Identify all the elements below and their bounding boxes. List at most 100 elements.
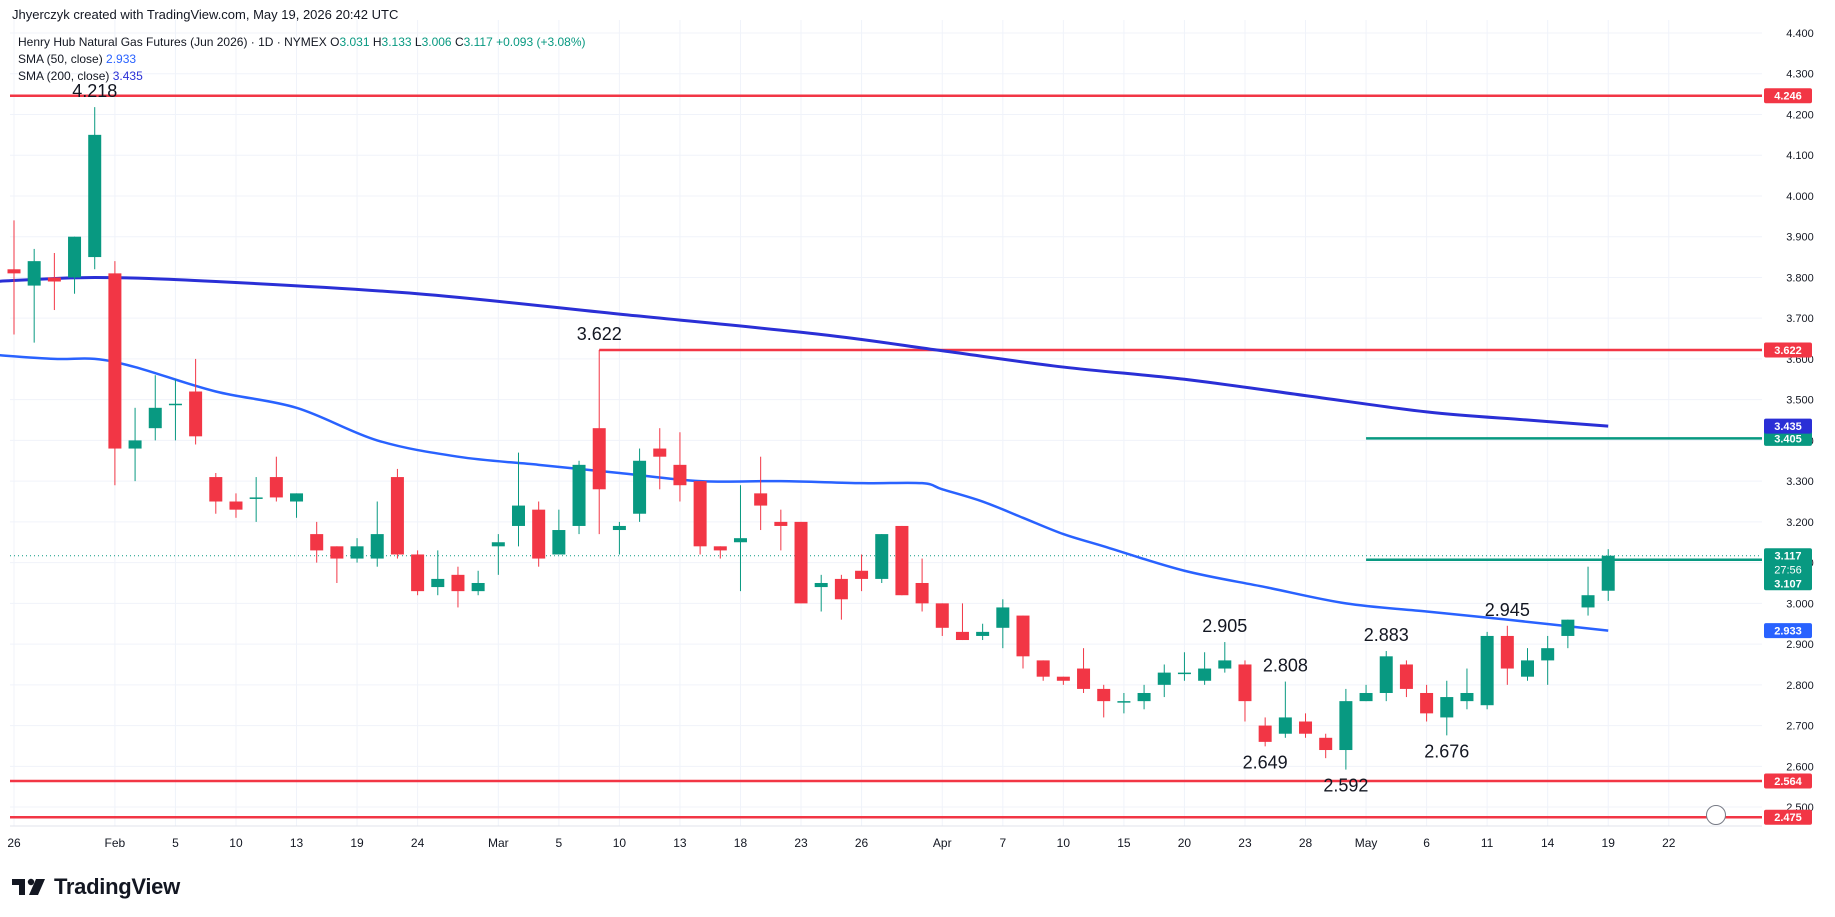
x-tick-label: 10 bbox=[1057, 836, 1071, 850]
candle[interactable] bbox=[1521, 648, 1534, 681]
candle[interactable] bbox=[27, 248, 41, 343]
sma200-row[interactable]: SMA (200, close) 3.435 bbox=[18, 68, 586, 85]
candle[interactable] bbox=[1319, 733, 1333, 759]
price-badge-2.475[interactable]: 2.475 bbox=[1764, 809, 1812, 825]
tradingview-logo[interactable]: TradingView bbox=[12, 874, 180, 900]
candle[interactable] bbox=[1258, 717, 1272, 747]
candle[interactable] bbox=[633, 448, 647, 522]
candle[interactable] bbox=[189, 358, 203, 445]
price-badge-4.246[interactable]: 4.246 bbox=[1764, 88, 1812, 104]
candle[interactable] bbox=[895, 525, 909, 596]
candle[interactable] bbox=[976, 623, 990, 641]
candle[interactable] bbox=[431, 550, 445, 596]
candle[interactable] bbox=[1299, 713, 1313, 738]
price-badge-3.117[interactable]: 3.117 27:56 3.107 bbox=[1764, 548, 1812, 591]
candle[interactable] bbox=[1601, 549, 1615, 601]
candle[interactable] bbox=[653, 428, 667, 490]
candle[interactable] bbox=[148, 375, 162, 441]
candle[interactable] bbox=[855, 554, 869, 592]
candle[interactable] bbox=[1238, 660, 1252, 722]
candle[interactable] bbox=[269, 456, 283, 502]
candle[interactable] bbox=[1460, 668, 1474, 710]
symbol-title[interactable]: Henry Hub Natural Gas Futures (Jun 2026)… bbox=[18, 35, 327, 49]
price-badge-2.933[interactable]: 2.933 bbox=[1764, 623, 1812, 639]
candle[interactable] bbox=[209, 472, 223, 514]
candle[interactable] bbox=[713, 546, 727, 559]
candle[interactable] bbox=[532, 501, 546, 567]
candle[interactable] bbox=[955, 603, 969, 641]
sma-200-path[interactable] bbox=[0, 275, 1609, 428]
candle[interactable] bbox=[1278, 681, 1292, 738]
candle[interactable] bbox=[1056, 676, 1070, 685]
candle[interactable] bbox=[935, 603, 949, 636]
candle[interactable] bbox=[47, 252, 61, 311]
price-badge-3.435[interactable]: 3.435 bbox=[1764, 418, 1812, 434]
candle[interactable] bbox=[88, 107, 102, 270]
candle[interactable] bbox=[1117, 692, 1131, 714]
candle[interactable] bbox=[1359, 684, 1373, 702]
candle[interactable] bbox=[1137, 684, 1151, 710]
candle[interactable] bbox=[290, 493, 304, 518]
candle[interactable] bbox=[552, 509, 566, 555]
candle[interactable] bbox=[1420, 684, 1434, 722]
candle[interactable] bbox=[1440, 680, 1454, 736]
candle[interactable] bbox=[875, 534, 889, 583]
sma-50-path[interactable] bbox=[0, 354, 1609, 632]
candle[interactable] bbox=[733, 485, 747, 592]
x-tick-label: 22 bbox=[1662, 836, 1676, 850]
candle[interactable] bbox=[411, 550, 425, 596]
price-badge-3.405[interactable]: 3.405 bbox=[1764, 430, 1812, 446]
candle[interactable] bbox=[1500, 625, 1514, 685]
candle[interactable] bbox=[1480, 631, 1494, 710]
candle[interactable] bbox=[774, 509, 788, 551]
candle[interactable] bbox=[794, 521, 808, 604]
candle[interactable] bbox=[471, 570, 485, 596]
reset-scale-icon[interactable] bbox=[1706, 805, 1726, 825]
candle[interactable] bbox=[915, 558, 929, 612]
candle[interactable] bbox=[1339, 688, 1353, 770]
candle[interactable] bbox=[612, 521, 626, 555]
candle[interactable] bbox=[1077, 648, 1091, 693]
candle[interactable] bbox=[1097, 684, 1111, 718]
candle[interactable] bbox=[330, 546, 344, 583]
candle[interactable] bbox=[592, 349, 606, 535]
candle[interactable] bbox=[1581, 566, 1595, 616]
candle[interactable] bbox=[834, 574, 848, 620]
candle[interactable] bbox=[693, 481, 707, 555]
candle[interactable] bbox=[1198, 652, 1212, 685]
candle[interactable] bbox=[996, 599, 1010, 649]
price-badge-3.622[interactable]: 3.622 bbox=[1764, 342, 1812, 358]
candle[interactable] bbox=[390, 468, 404, 559]
candle[interactable] bbox=[1541, 635, 1555, 685]
candle[interactable] bbox=[1379, 651, 1393, 702]
price-badge-2.564[interactable]: 2.564 bbox=[1764, 773, 1812, 789]
candle[interactable] bbox=[491, 534, 505, 575]
candle[interactable] bbox=[673, 432, 687, 502]
price-badge-bg bbox=[1764, 548, 1812, 591]
candle[interactable] bbox=[1036, 660, 1050, 681]
candle[interactable] bbox=[1016, 615, 1030, 669]
candle[interactable] bbox=[1561, 619, 1575, 649]
candle[interactable] bbox=[68, 236, 82, 294]
candle[interactable] bbox=[229, 493, 243, 518]
candle[interactable] bbox=[7, 220, 21, 335]
symbol-row[interactable]: Henry Hub Natural Gas Futures (Jun 2026)… bbox=[18, 34, 586, 51]
candle[interactable] bbox=[310, 521, 324, 563]
candle[interactable] bbox=[814, 574, 828, 612]
candle[interactable] bbox=[1399, 660, 1413, 698]
candle[interactable] bbox=[451, 566, 465, 608]
candle[interactable] bbox=[1157, 664, 1171, 698]
sma50-row[interactable]: SMA (50, close) 2.933 bbox=[18, 51, 586, 68]
candle[interactable] bbox=[512, 452, 525, 547]
candle[interactable] bbox=[370, 501, 384, 567]
candle[interactable] bbox=[108, 261, 122, 486]
candle[interactable] bbox=[754, 456, 768, 531]
candle[interactable] bbox=[1218, 642, 1232, 673]
candle[interactable] bbox=[168, 379, 182, 441]
candle[interactable] bbox=[1177, 652, 1191, 681]
candle[interactable] bbox=[572, 460, 586, 535]
candle[interactable] bbox=[249, 477, 263, 522]
candle[interactable] bbox=[128, 407, 142, 482]
candle[interactable] bbox=[350, 538, 364, 563]
